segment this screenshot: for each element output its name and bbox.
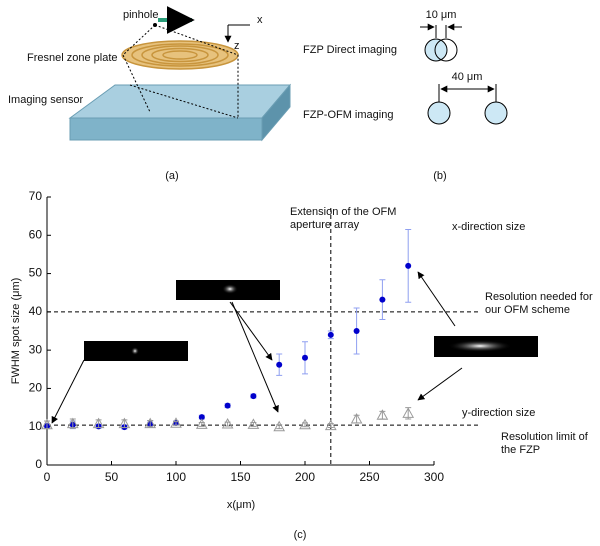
data-point xyxy=(276,361,283,368)
y-tick-label: 60 xyxy=(29,227,43,241)
arrow xyxy=(231,301,279,413)
chart: (c) x(μm) FWHM spot size (μm) 0 10 20 30 40 5… xyxy=(10,189,593,541)
sensor-front xyxy=(69,117,263,141)
caption: (c) xyxy=(294,529,307,541)
caption: (a) xyxy=(165,170,178,182)
annotation: our OFM scheme xyxy=(485,304,570,316)
x-tick-label: 0 xyxy=(44,470,51,484)
thumbnail-spot xyxy=(131,347,139,355)
x-tick-label: 50 xyxy=(105,470,119,484)
data-point xyxy=(92,417,105,429)
y-tick-label: 50 xyxy=(29,266,43,280)
data-point xyxy=(327,331,334,338)
dimension xyxy=(438,84,497,102)
x-tick-label: 300 xyxy=(424,470,444,484)
annotation: aperture array xyxy=(290,219,360,231)
data-point xyxy=(350,413,363,424)
label: z xyxy=(234,40,240,52)
sensor-top xyxy=(68,84,292,119)
panel-b: 10 μm FZP Direct imaging 40 μm FZP-OFM i… xyxy=(303,9,508,182)
x-axis-label: x(μm) xyxy=(227,499,255,511)
spot xyxy=(427,101,451,125)
arrow xyxy=(417,271,456,327)
data-point xyxy=(273,420,286,432)
spot xyxy=(484,101,508,125)
thumbnail-spot xyxy=(222,284,238,294)
label: x xyxy=(257,14,263,26)
y-axis-label: FWHM spot size (μm) xyxy=(10,278,22,385)
label: Imaging sensor xyxy=(8,94,84,106)
annotation: Extension of the OFM xyxy=(290,206,396,218)
label: pinhole xyxy=(123,9,158,21)
data-point xyxy=(41,418,53,430)
thumbnail-spot xyxy=(448,340,512,352)
sensor-side xyxy=(261,83,291,142)
data-point xyxy=(299,418,311,430)
x-tick-label: 150 xyxy=(230,470,250,484)
dimension xyxy=(420,25,462,38)
spot xyxy=(434,38,458,62)
arrow xyxy=(417,367,463,401)
data-point xyxy=(376,409,389,420)
series-label: y-direction size xyxy=(462,407,535,419)
data-point xyxy=(170,417,182,428)
y-tick-label: 0 xyxy=(35,457,42,471)
caption: (b) xyxy=(433,170,446,182)
x-tick-label: 200 xyxy=(295,470,315,484)
arrow xyxy=(51,359,85,424)
data-point xyxy=(221,418,234,429)
label: 40 μm xyxy=(452,71,483,83)
label: Fresnel zone plate xyxy=(27,52,118,64)
error-bar xyxy=(353,414,360,424)
error-bar xyxy=(147,420,154,428)
label: FZP Direct imaging xyxy=(303,44,397,56)
y-tick-label: 10 xyxy=(29,419,43,433)
data-point xyxy=(224,402,231,409)
data-point xyxy=(353,328,360,334)
arrow xyxy=(229,301,273,361)
pinhole xyxy=(153,23,157,27)
y-tick-label: 70 xyxy=(29,189,43,203)
series-label: x-direction size xyxy=(452,221,525,233)
label: 10 μm xyxy=(426,9,457,21)
label: FZP-OFM imaging xyxy=(303,109,393,121)
ray-lines xyxy=(122,24,239,119)
annotation: Resolution limit of xyxy=(501,431,589,443)
data-point xyxy=(302,354,308,361)
data-point xyxy=(324,419,337,431)
data-point xyxy=(250,393,257,400)
error-bar xyxy=(379,410,386,420)
data-point xyxy=(66,417,79,429)
data-point xyxy=(118,417,131,429)
x-tick-label: 100 xyxy=(166,470,186,484)
y-tick-label: 30 xyxy=(29,342,43,356)
zone-plate xyxy=(121,40,239,70)
y-tick-label: 20 xyxy=(29,381,43,395)
axes-arrow xyxy=(228,24,250,42)
data-point xyxy=(198,414,205,421)
x-tick-label: 250 xyxy=(359,470,379,484)
data-point xyxy=(379,296,386,303)
data-point xyxy=(402,407,415,418)
data-point xyxy=(247,418,260,429)
data-point xyxy=(405,262,412,269)
panel-a: pinhole x z Fresnel zone plate Imaging s… xyxy=(8,6,292,182)
annotation: Resolution needed for xyxy=(485,291,593,303)
y-tick-label: 40 xyxy=(29,304,43,318)
spot xyxy=(424,38,448,62)
data-point xyxy=(195,418,208,429)
data-point xyxy=(144,417,157,429)
annotation: the FZP xyxy=(501,444,540,456)
